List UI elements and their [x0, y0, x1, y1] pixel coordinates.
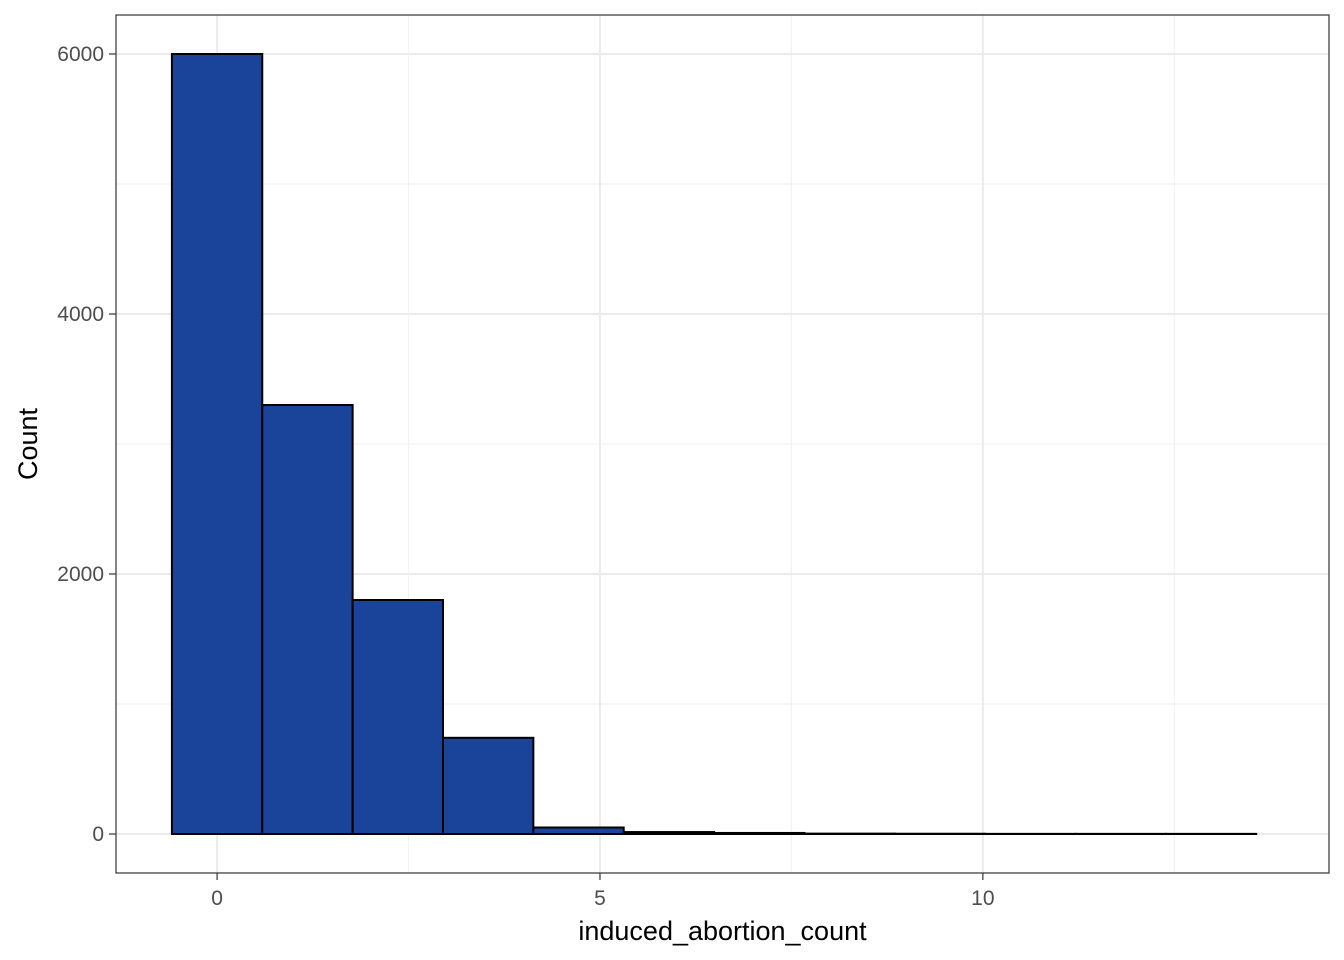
y-tick-label: 0 [92, 823, 104, 846]
y-axis-title: Count [13, 407, 43, 480]
histogram-bar [713, 831, 806, 836]
panel-border [115, 14, 1330, 874]
y-tick-label: 4000 [57, 303, 104, 326]
y-tick-label: 2000 [57, 563, 104, 586]
x-axis-title: induced_abortion_count [578, 916, 867, 946]
x-tick-label: 5 [594, 887, 606, 910]
x-tick-label: 10 [971, 887, 994, 910]
histogram-bar [351, 599, 444, 835]
histogram-bar [261, 404, 354, 835]
histogram-bar [532, 826, 625, 835]
histogram-bar [441, 736, 535, 835]
axes: 0 2000 4000 6000 0 5 10 [57, 43, 994, 910]
histogram-bars [170, 53, 1258, 836]
x-tick-label: 0 [211, 887, 223, 910]
histogram-bar [622, 831, 716, 835]
histogram-bar [170, 53, 264, 835]
y-tick-label: 6000 [57, 43, 104, 66]
